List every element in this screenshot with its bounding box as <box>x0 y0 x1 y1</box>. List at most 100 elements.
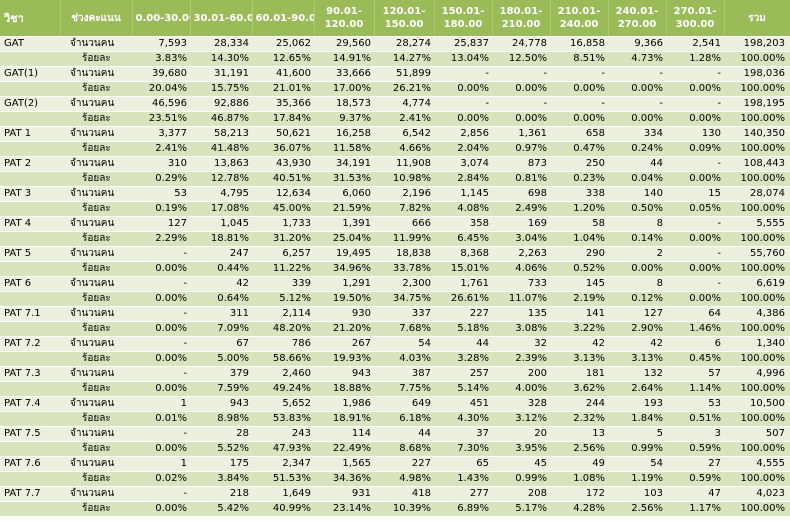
value-cell: 47 <box>666 486 724 502</box>
value-cell: 11.22% <box>252 261 314 277</box>
value-cell: - <box>550 66 608 82</box>
value-cell: 53 <box>132 186 190 202</box>
value-cell: 41.48% <box>190 141 252 157</box>
value-cell: 25,062 <box>252 36 314 52</box>
value-cell: 0.00% <box>608 111 666 127</box>
value-cell: 140 <box>608 186 666 202</box>
value-cell: 141 <box>550 306 608 322</box>
value-cell: 0.00% <box>666 291 724 307</box>
value-cell: 8,368 <box>434 246 492 262</box>
value-cell: 16,258 <box>314 126 374 142</box>
value-cell: 338 <box>550 186 608 202</box>
value-cell: 0.00% <box>666 231 724 247</box>
subject-name: GAT(1) <box>0 66 60 82</box>
value-cell: 32 <box>492 336 550 352</box>
value-cell: 35,366 <box>252 96 314 112</box>
total-cell: 198,036 <box>724 66 790 82</box>
subject-name <box>0 201 60 217</box>
header-total: รวม <box>724 0 790 37</box>
value-cell: 12,634 <box>252 186 314 202</box>
value-cell: 33,666 <box>314 66 374 82</box>
value-cell: 1.14% <box>666 381 724 397</box>
value-cell: 65 <box>434 456 492 472</box>
subject-name: GAT <box>0 36 60 52</box>
table-row: PAT 2 จำนวนคน 310 13,863 43,930 34,191 11,908 3… <box>0 156 790 172</box>
value-cell: 19.93% <box>314 351 374 367</box>
value-cell: 0.23% <box>550 171 608 187</box>
table-row: PAT 7.3 จำนวนคน -379 2,460 943 387 257 200 181 13… <box>0 366 790 382</box>
value-cell: 6.89% <box>434 501 492 517</box>
value-cell: 2.56% <box>550 441 608 457</box>
value-cell: 200 <box>492 366 550 382</box>
value-cell: 1,565 <box>314 456 374 472</box>
value-cell: 39,680 <box>132 66 190 82</box>
value-cell: 290 <box>550 246 608 262</box>
value-cell: 18,573 <box>314 96 374 112</box>
value-cell: 943 <box>190 396 252 412</box>
header-range-1: 0.00-30.00 <box>132 0 191 37</box>
row-label-percent: ร้อยละ <box>60 81 132 97</box>
value-cell: 227 <box>434 306 492 322</box>
value-cell: 12.50% <box>492 51 550 67</box>
value-cell: 28 <box>190 426 252 442</box>
subject-name: PAT 3 <box>0 186 60 202</box>
value-cell: 418 <box>374 486 434 502</box>
value-cell: 43,930 <box>252 156 314 172</box>
value-cell: 11.58% <box>314 141 374 157</box>
value-cell: 8 <box>608 216 666 232</box>
value-cell: 48.20% <box>252 321 314 337</box>
value-cell: - <box>132 306 190 322</box>
value-cell: 8.51% <box>550 51 608 67</box>
value-cell: - <box>666 246 724 262</box>
value-cell: 0.99% <box>608 441 666 457</box>
value-cell: 387 <box>374 366 434 382</box>
value-cell: 7.82% <box>374 201 434 217</box>
row-label-percent: ร้อยละ <box>60 201 132 217</box>
value-cell: 25.04% <box>314 231 374 247</box>
value-cell: 6.18% <box>374 411 434 427</box>
value-cell: 0.00% <box>132 441 190 457</box>
total-cell: 198,203 <box>724 36 790 52</box>
value-cell: 42 <box>608 336 666 352</box>
total-cell: 100.00% <box>724 141 790 157</box>
table-row: GAT จำนวนคน 7,593 28,334 25,062 29,560 28,274 2… <box>0 36 790 52</box>
subject-name <box>0 111 60 127</box>
row-label-count: จำนวนคน <box>60 276 132 292</box>
value-cell: 2.84% <box>434 171 492 187</box>
value-cell: 0.50% <box>608 201 666 217</box>
table-row: ร้อยละ 23.51% 46.87% 17.84% 9.37% 2.41% 0.00% 0… <box>0 111 790 127</box>
value-cell: 3.13% <box>550 351 608 367</box>
value-cell: 0.00% <box>608 261 666 277</box>
value-cell: 29,560 <box>314 36 374 52</box>
value-cell: 4.73% <box>608 51 666 67</box>
total-cell: 100.00% <box>724 291 790 307</box>
value-cell: 33.78% <box>374 261 434 277</box>
table-row: PAT 7.5 จำนวนคน -28 243 114 44 37 20 13 5 3 507 <box>0 426 790 442</box>
row-label-count: จำนวนคน <box>60 216 132 232</box>
value-cell: 250 <box>550 156 608 172</box>
table-row: PAT 7.2 จำนวนคน -67 786 267 54 44 32 42 42 6 1,340 <box>0 336 790 352</box>
total-cell: 5,555 <box>724 216 790 232</box>
value-cell: 53.83% <box>252 411 314 427</box>
header-range-6: 150.01- 180.00 <box>434 0 493 37</box>
table-row: ร้อยละ 0.00% 5.42% 40.99% 23.14% 10.39% 6.89% 5… <box>0 501 790 517</box>
value-cell: 37 <box>434 426 492 442</box>
value-cell: 3.22% <box>550 321 608 337</box>
value-cell: 13 <box>550 426 608 442</box>
total-cell: 1,340 <box>724 336 790 352</box>
value-cell: 5.42% <box>190 501 252 517</box>
table-row: ร้อยละ 2.29% 18.81% 31.20% 25.04% 11.99% 6.45%… <box>0 231 790 247</box>
value-cell: 334 <box>608 126 666 142</box>
value-cell: 51,899 <box>374 66 434 82</box>
value-cell: 649 <box>374 396 434 412</box>
value-cell: 11.99% <box>374 231 434 247</box>
row-label-percent: ร้อยละ <box>60 141 132 157</box>
value-cell: 931 <box>314 486 374 502</box>
value-cell: 0.04% <box>608 171 666 187</box>
value-cell: 2,460 <box>252 366 314 382</box>
value-cell: 2.49% <box>492 201 550 217</box>
value-cell: 31.20% <box>252 231 314 247</box>
value-cell: 28,334 <box>190 36 252 52</box>
value-cell: 5.14% <box>434 381 492 397</box>
table-row: ร้อยละ 0.00% 0.64% 5.12% 19.50% 34.75% 26.61% 1… <box>0 291 790 307</box>
